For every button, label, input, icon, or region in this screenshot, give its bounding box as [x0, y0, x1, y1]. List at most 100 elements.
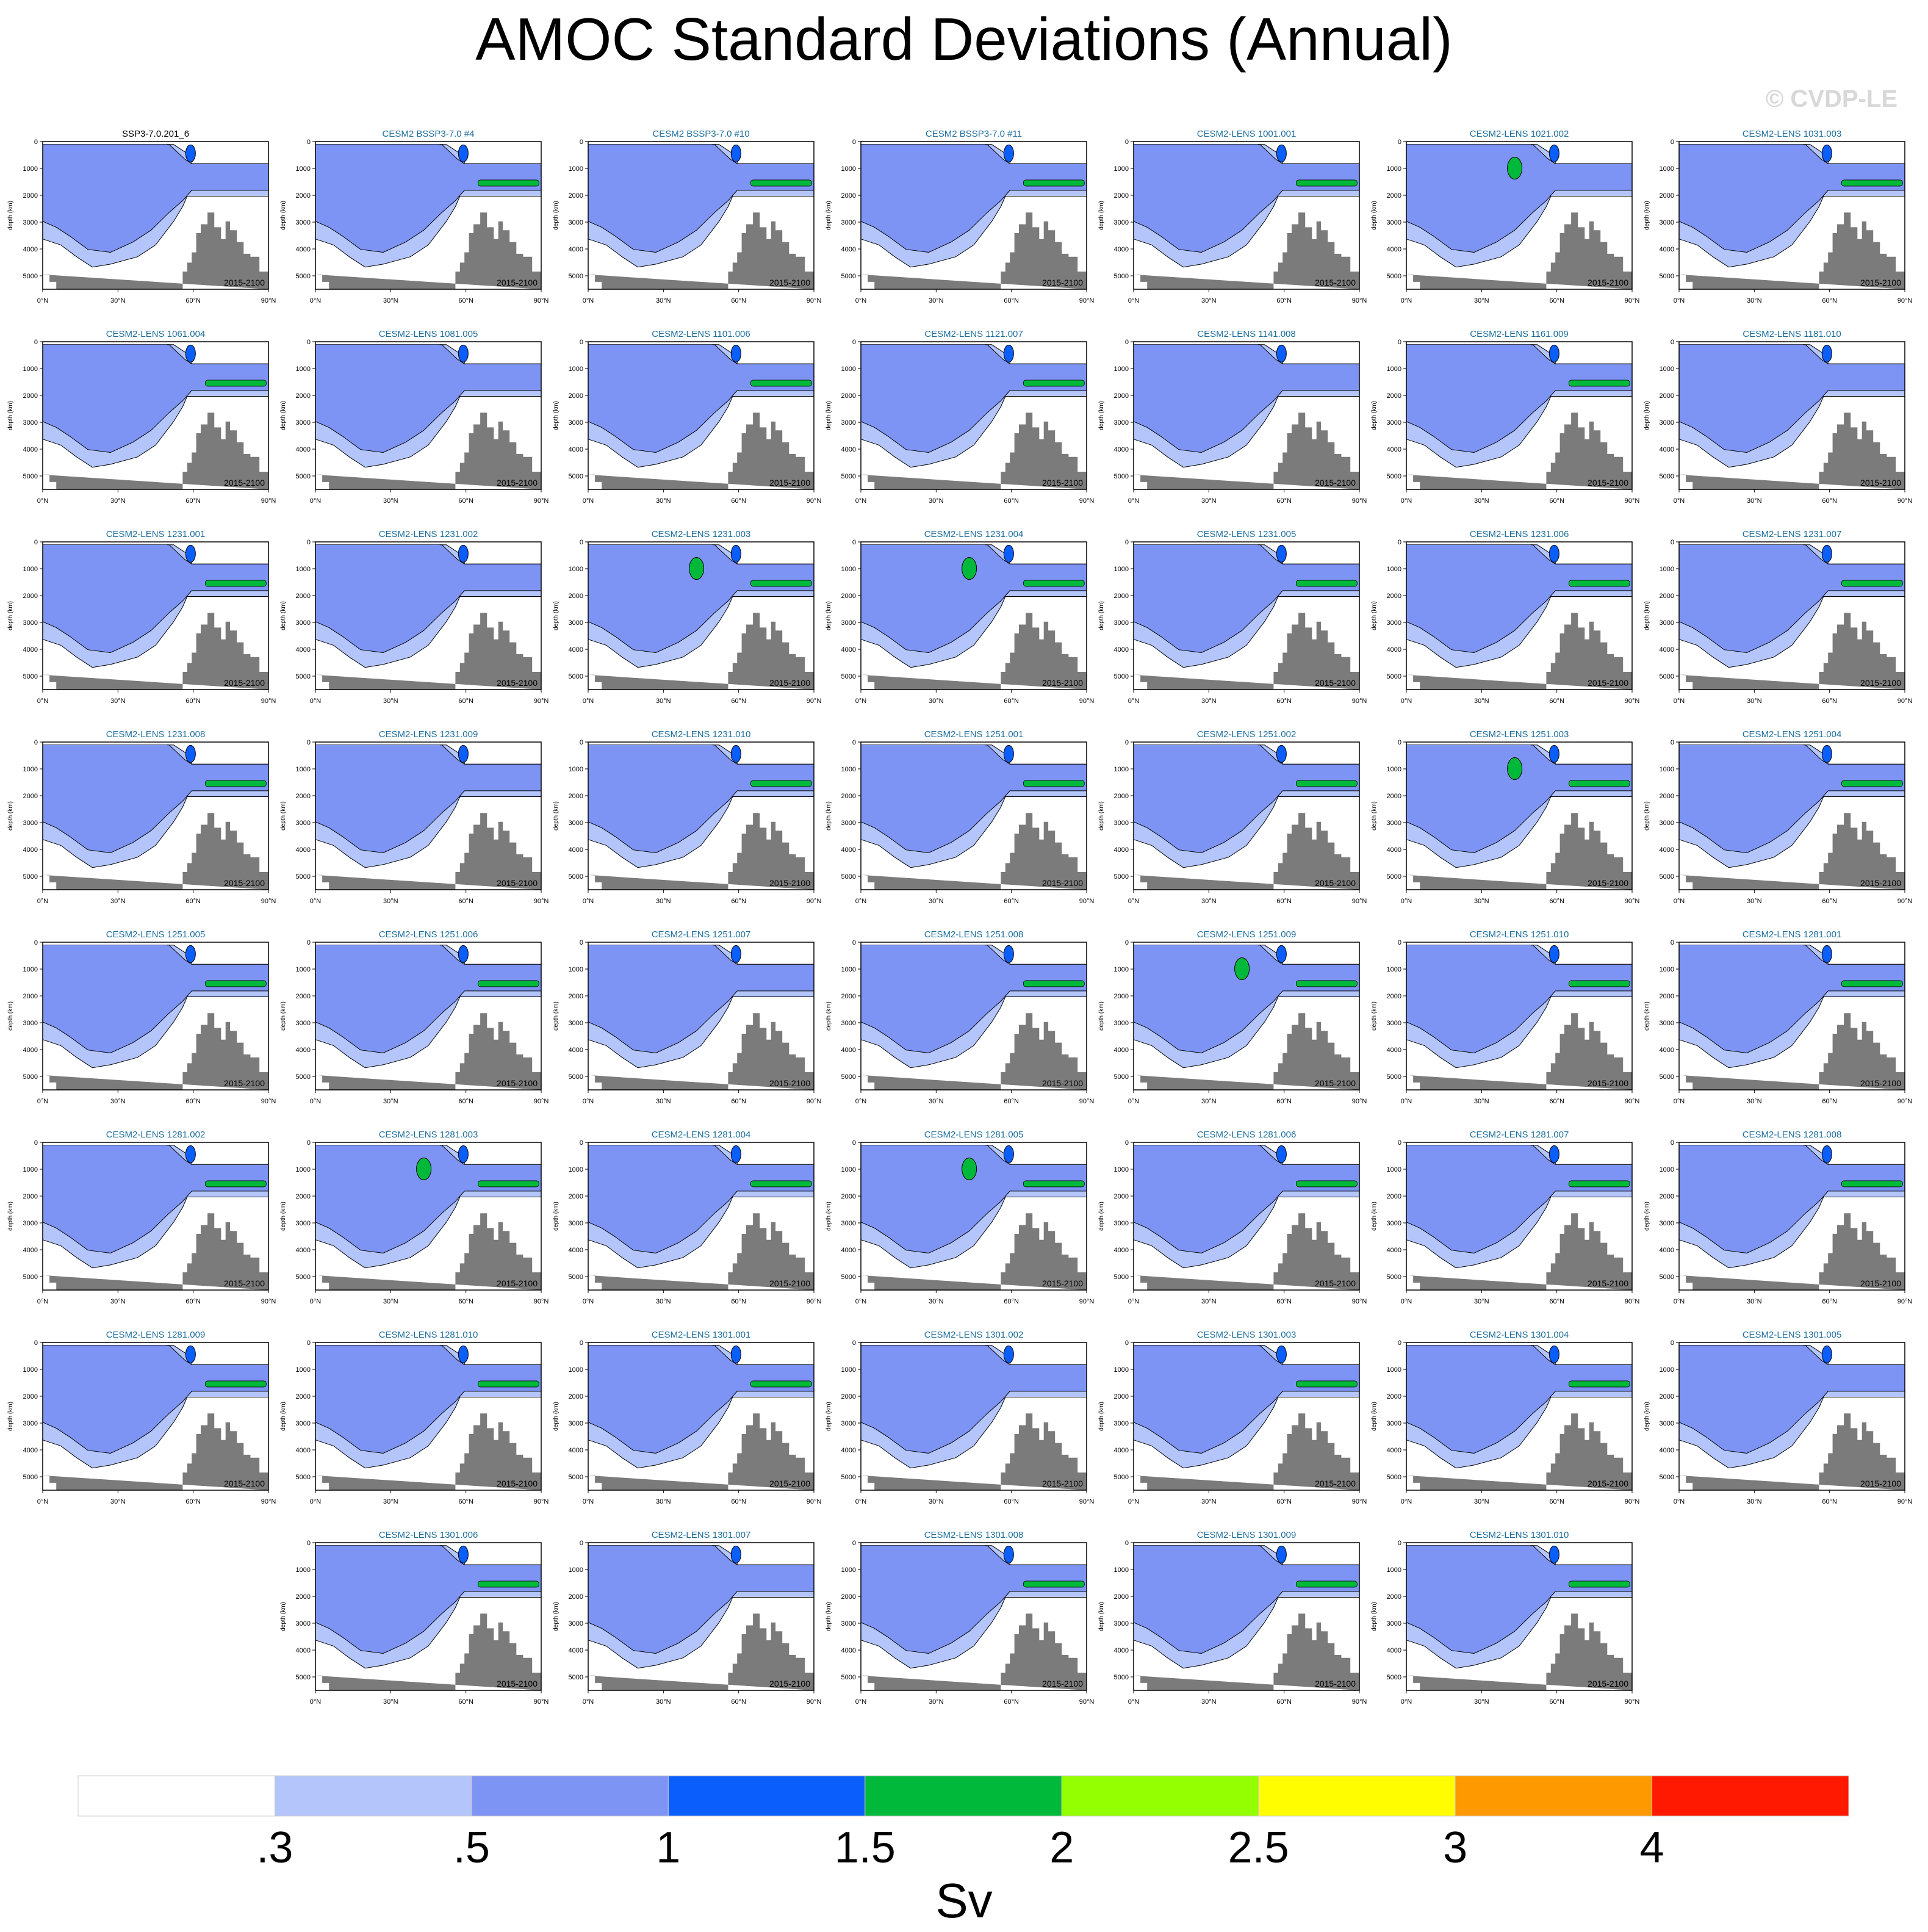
- x-tick-label: 90°N: [1352, 297, 1367, 305]
- highlight-band-1-5sv: [1841, 179, 1903, 187]
- x-tick-label: 30°N: [1747, 697, 1762, 705]
- x-tick-label: 60°N: [1822, 1298, 1837, 1305]
- y-tick-label: 0: [1398, 1139, 1401, 1147]
- plot-frame: [860, 1542, 1087, 1691]
- plot-frame: [588, 1342, 815, 1491]
- overturning-core-1sv: [185, 544, 196, 563]
- x-tick-label: 30°N: [1747, 1098, 1762, 1105]
- overturning-core-1sv: [730, 1545, 741, 1563]
- x-tick-label: 0°N: [1401, 1698, 1412, 1706]
- overturning-core-1sv: [1821, 544, 1832, 563]
- y-tick-label: 1000: [841, 766, 856, 773]
- x-tick-label: 60°N: [185, 1498, 201, 1505]
- x-tick-label: 30°N: [1201, 297, 1217, 305]
- y-axis-label: depth (km): [1644, 801, 1650, 831]
- x-tick-label: 0°N: [855, 497, 867, 505]
- y-tick-label: 1000: [1114, 766, 1129, 773]
- panel-title: CESM2-LENS 1251.005: [106, 929, 206, 940]
- bathymetry: [1134, 813, 1359, 890]
- band-1sv-core: [1406, 1145, 1551, 1237]
- band-1sv-core: [1406, 1345, 1551, 1437]
- y-tick-label: 0: [1125, 539, 1129, 546]
- overturning-core-1sv: [1276, 1145, 1287, 1163]
- panel: CESM2-LENS 1301.009 2015-2100 0 1000 2000 300…: [1098, 1530, 1367, 1706]
- panel: CESM2-LENS 1161.009 2015-2100 0 1000 2000 300…: [1371, 329, 1639, 505]
- panel: CESM2-LENS 1281.009 2015-2100 0 1000 2000 300…: [7, 1330, 276, 1505]
- y-axis-label: depth (km): [7, 601, 14, 630]
- highlight-band-1-5sv: [1568, 380, 1630, 387]
- overturning-core-1sv: [458, 144, 469, 162]
- x-tick-label: 90°N: [534, 1698, 549, 1706]
- y-tick-label: 1000: [569, 766, 583, 773]
- x-tick-label: 60°N: [458, 898, 473, 905]
- y-tick-label: 1000: [296, 566, 311, 573]
- y-axis-label: depth (km): [553, 201, 559, 230]
- y-tick-label: 0: [580, 339, 583, 346]
- y-tick-label: 5000: [1114, 1674, 1129, 1681]
- y-tick-label: 0: [1398, 1339, 1401, 1347]
- y-tick-label: 2000: [23, 1193, 38, 1200]
- y-axis-label: depth (km): [280, 401, 287, 430]
- overturning-core-1sv: [1821, 344, 1832, 362]
- overturning-core-1sv: [1821, 1345, 1832, 1363]
- y-tick-label: 5000: [296, 1474, 311, 1481]
- highlight-band-1-5sv: [750, 580, 812, 587]
- plot-frame: [315, 1142, 542, 1291]
- x-tick-label: 90°N: [261, 697, 276, 705]
- x-tick-label: 0°N: [310, 1698, 322, 1706]
- y-tick-label: 2000: [1114, 1393, 1129, 1400]
- band-1sv-core: [588, 144, 733, 236]
- bathymetry: [315, 1013, 541, 1090]
- overturning-core-1sv: [1549, 744, 1559, 763]
- y-tick-label: 1000: [569, 1366, 583, 1374]
- y-tick-label: 3000: [1660, 419, 1674, 427]
- overturning-core-1sv: [185, 1345, 196, 1363]
- highlight-band-1-5sv: [204, 980, 267, 987]
- highlight-band-1-5sv: [1023, 1180, 1085, 1188]
- y-tick-label: 1000: [23, 165, 38, 173]
- y-tick-label: 0: [1671, 739, 1674, 746]
- x-tick-label: 30°N: [656, 1098, 671, 1105]
- band-1sv-core: [315, 945, 460, 1037]
- plot-frame: [315, 541, 542, 690]
- period-label: 2015-2100: [1588, 1278, 1628, 1288]
- y-tick-label: 2000: [569, 1193, 583, 1200]
- x-tick-label: 0°N: [855, 898, 867, 905]
- x-tick-label: 60°N: [1276, 497, 1292, 505]
- colorbar-units: Sv: [935, 1873, 992, 1928]
- y-tick-label: 4000: [23, 446, 38, 453]
- y-tick-label: 5000: [1387, 1674, 1401, 1681]
- colorbar-tick-label: .3: [256, 1823, 293, 1872]
- band-1sv-core: [861, 1545, 1005, 1637]
- bathymetry: [1134, 1013, 1359, 1090]
- period-label: 2015-2100: [497, 878, 538, 888]
- y-tick-label: 2000: [1114, 993, 1129, 1000]
- y-tick-label: 4000: [296, 646, 311, 654]
- x-tick-label: 60°N: [1822, 1098, 1837, 1105]
- x-tick-label: 0°N: [1128, 1498, 1140, 1505]
- y-tick-label: 3000: [1114, 1620, 1129, 1627]
- highlight-band-1-5sv: [1023, 1581, 1085, 1588]
- y-tick-label: 5000: [1660, 673, 1674, 680]
- y-axis-label: depth (km): [1644, 1202, 1650, 1231]
- panel: CESM2-LENS 1301.007 2015-2100 0 1000 2000 300…: [553, 1530, 821, 1706]
- band-1sv-core: [1679, 945, 1824, 1037]
- panel: CESM2-LENS 1231.009 2015-2100 0 1000 2000 300…: [280, 729, 549, 905]
- period-label: 2015-2100: [1588, 278, 1628, 287]
- overturning-core-1sv: [185, 1145, 196, 1163]
- x-tick-label: 0°N: [1674, 898, 1685, 905]
- band-1sv-core: [1679, 1345, 1824, 1437]
- y-tick-label: 2000: [1387, 993, 1401, 1000]
- figure-title: AMOC Standard Deviations (Annual): [475, 5, 1453, 73]
- y-tick-label: 5000: [1660, 873, 1674, 881]
- overturning-core-1sv: [730, 945, 741, 963]
- overturning-core-1sv: [185, 945, 196, 963]
- panel-title: CESM2-LENS 1301.010: [1470, 1530, 1569, 1540]
- overturning-core-1sv: [1549, 1145, 1559, 1163]
- y-axis-label: depth (km): [826, 1402, 832, 1431]
- y-tick-label: 4000: [1387, 1447, 1401, 1454]
- x-tick-label: 60°N: [731, 497, 746, 505]
- bathymetry: [1679, 613, 1905, 690]
- y-tick-label: 2000: [296, 593, 311, 600]
